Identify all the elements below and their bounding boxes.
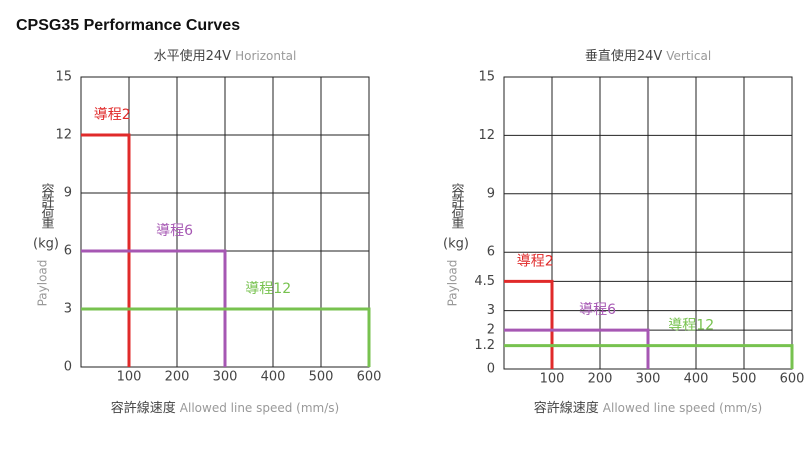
x-tick-label: 600	[357, 370, 382, 385]
x-tick-label: 400	[261, 370, 286, 385]
x-axis-label-main: 容許線速度	[111, 400, 176, 416]
y-tick-label: 3	[64, 302, 72, 317]
y-tick-label: 0	[487, 362, 495, 377]
x-tick-label: 500	[309, 370, 334, 385]
y-axis-unit: (kg)	[33, 237, 59, 252]
y-axis-label: 容許荷重	[39, 182, 55, 229]
x-tick-label: 500	[732, 372, 757, 387]
chart-title: 垂直使用24V Vertical	[585, 48, 711, 64]
y-tick-label: 9	[487, 186, 495, 201]
series-label: 導程2	[517, 253, 554, 269]
series-label: 導程12	[245, 281, 291, 297]
series-label: 導程6	[579, 302, 616, 318]
y-tick-label: 6	[64, 244, 72, 259]
x-axis-label-main: 容許線速度	[534, 400, 599, 416]
data-line	[81, 249, 227, 367]
x-axis-label-en: Allowed line speed (mm/s)	[180, 401, 339, 415]
y-tick-label: 15	[478, 70, 495, 85]
y-tick-label: 0	[64, 360, 72, 375]
y-tick-label: 1.2	[474, 338, 495, 353]
x-tick-label: 600	[780, 372, 805, 387]
page-title: CPSG35 Performance Curves	[16, 17, 240, 34]
x-axis-label: 容許線速度 Allowed line speed (mm/s)	[534, 400, 762, 416]
x-axis-label: 容許線速度 Allowed line speed (mm/s)	[111, 400, 339, 416]
y-tick-label: 15	[55, 70, 72, 85]
y-axis-label-en: Payload	[36, 260, 50, 307]
y-tick-label: 4.5	[474, 274, 495, 289]
y-tick-label: 9	[64, 186, 72, 201]
y-axis-label-en: Payload	[446, 260, 460, 307]
x-tick-label: 300	[636, 372, 661, 387]
chart-title-main: 垂直使用24V	[585, 48, 663, 64]
x-tick-label: 400	[684, 372, 709, 387]
series-label: 導程12	[668, 318, 714, 334]
x-tick-label: 100	[540, 372, 565, 387]
chart-title: 水平使用24V Horizontal	[154, 48, 297, 64]
data-line	[504, 279, 554, 369]
series-label: 導程6	[156, 223, 193, 239]
chart-subtitle: Vertical	[666, 49, 711, 63]
y-axis-label: 容許荷重	[449, 182, 465, 229]
y-tick-label: 12	[478, 128, 495, 143]
chart-subtitle: Horizontal	[235, 49, 296, 63]
x-axis-label-en: Allowed line speed (mm/s)	[603, 401, 762, 415]
data-line	[504, 328, 650, 369]
x-tick-label: 200	[588, 372, 613, 387]
x-tick-label: 300	[213, 370, 238, 385]
y-tick-label: 12	[55, 128, 72, 143]
series-label: 導程2	[94, 107, 131, 123]
y-tick-label: 2	[487, 323, 495, 338]
chart-title-main: 水平使用24V	[154, 48, 232, 64]
data-line	[81, 133, 131, 367]
data-line	[504, 344, 794, 369]
y-tick-label: 3	[487, 303, 495, 318]
y-axis-unit: (kg)	[443, 237, 469, 252]
x-tick-label: 200	[165, 370, 190, 385]
x-tick-label: 100	[117, 370, 142, 385]
y-tick-label: 6	[487, 245, 495, 260]
data-line	[81, 307, 371, 367]
